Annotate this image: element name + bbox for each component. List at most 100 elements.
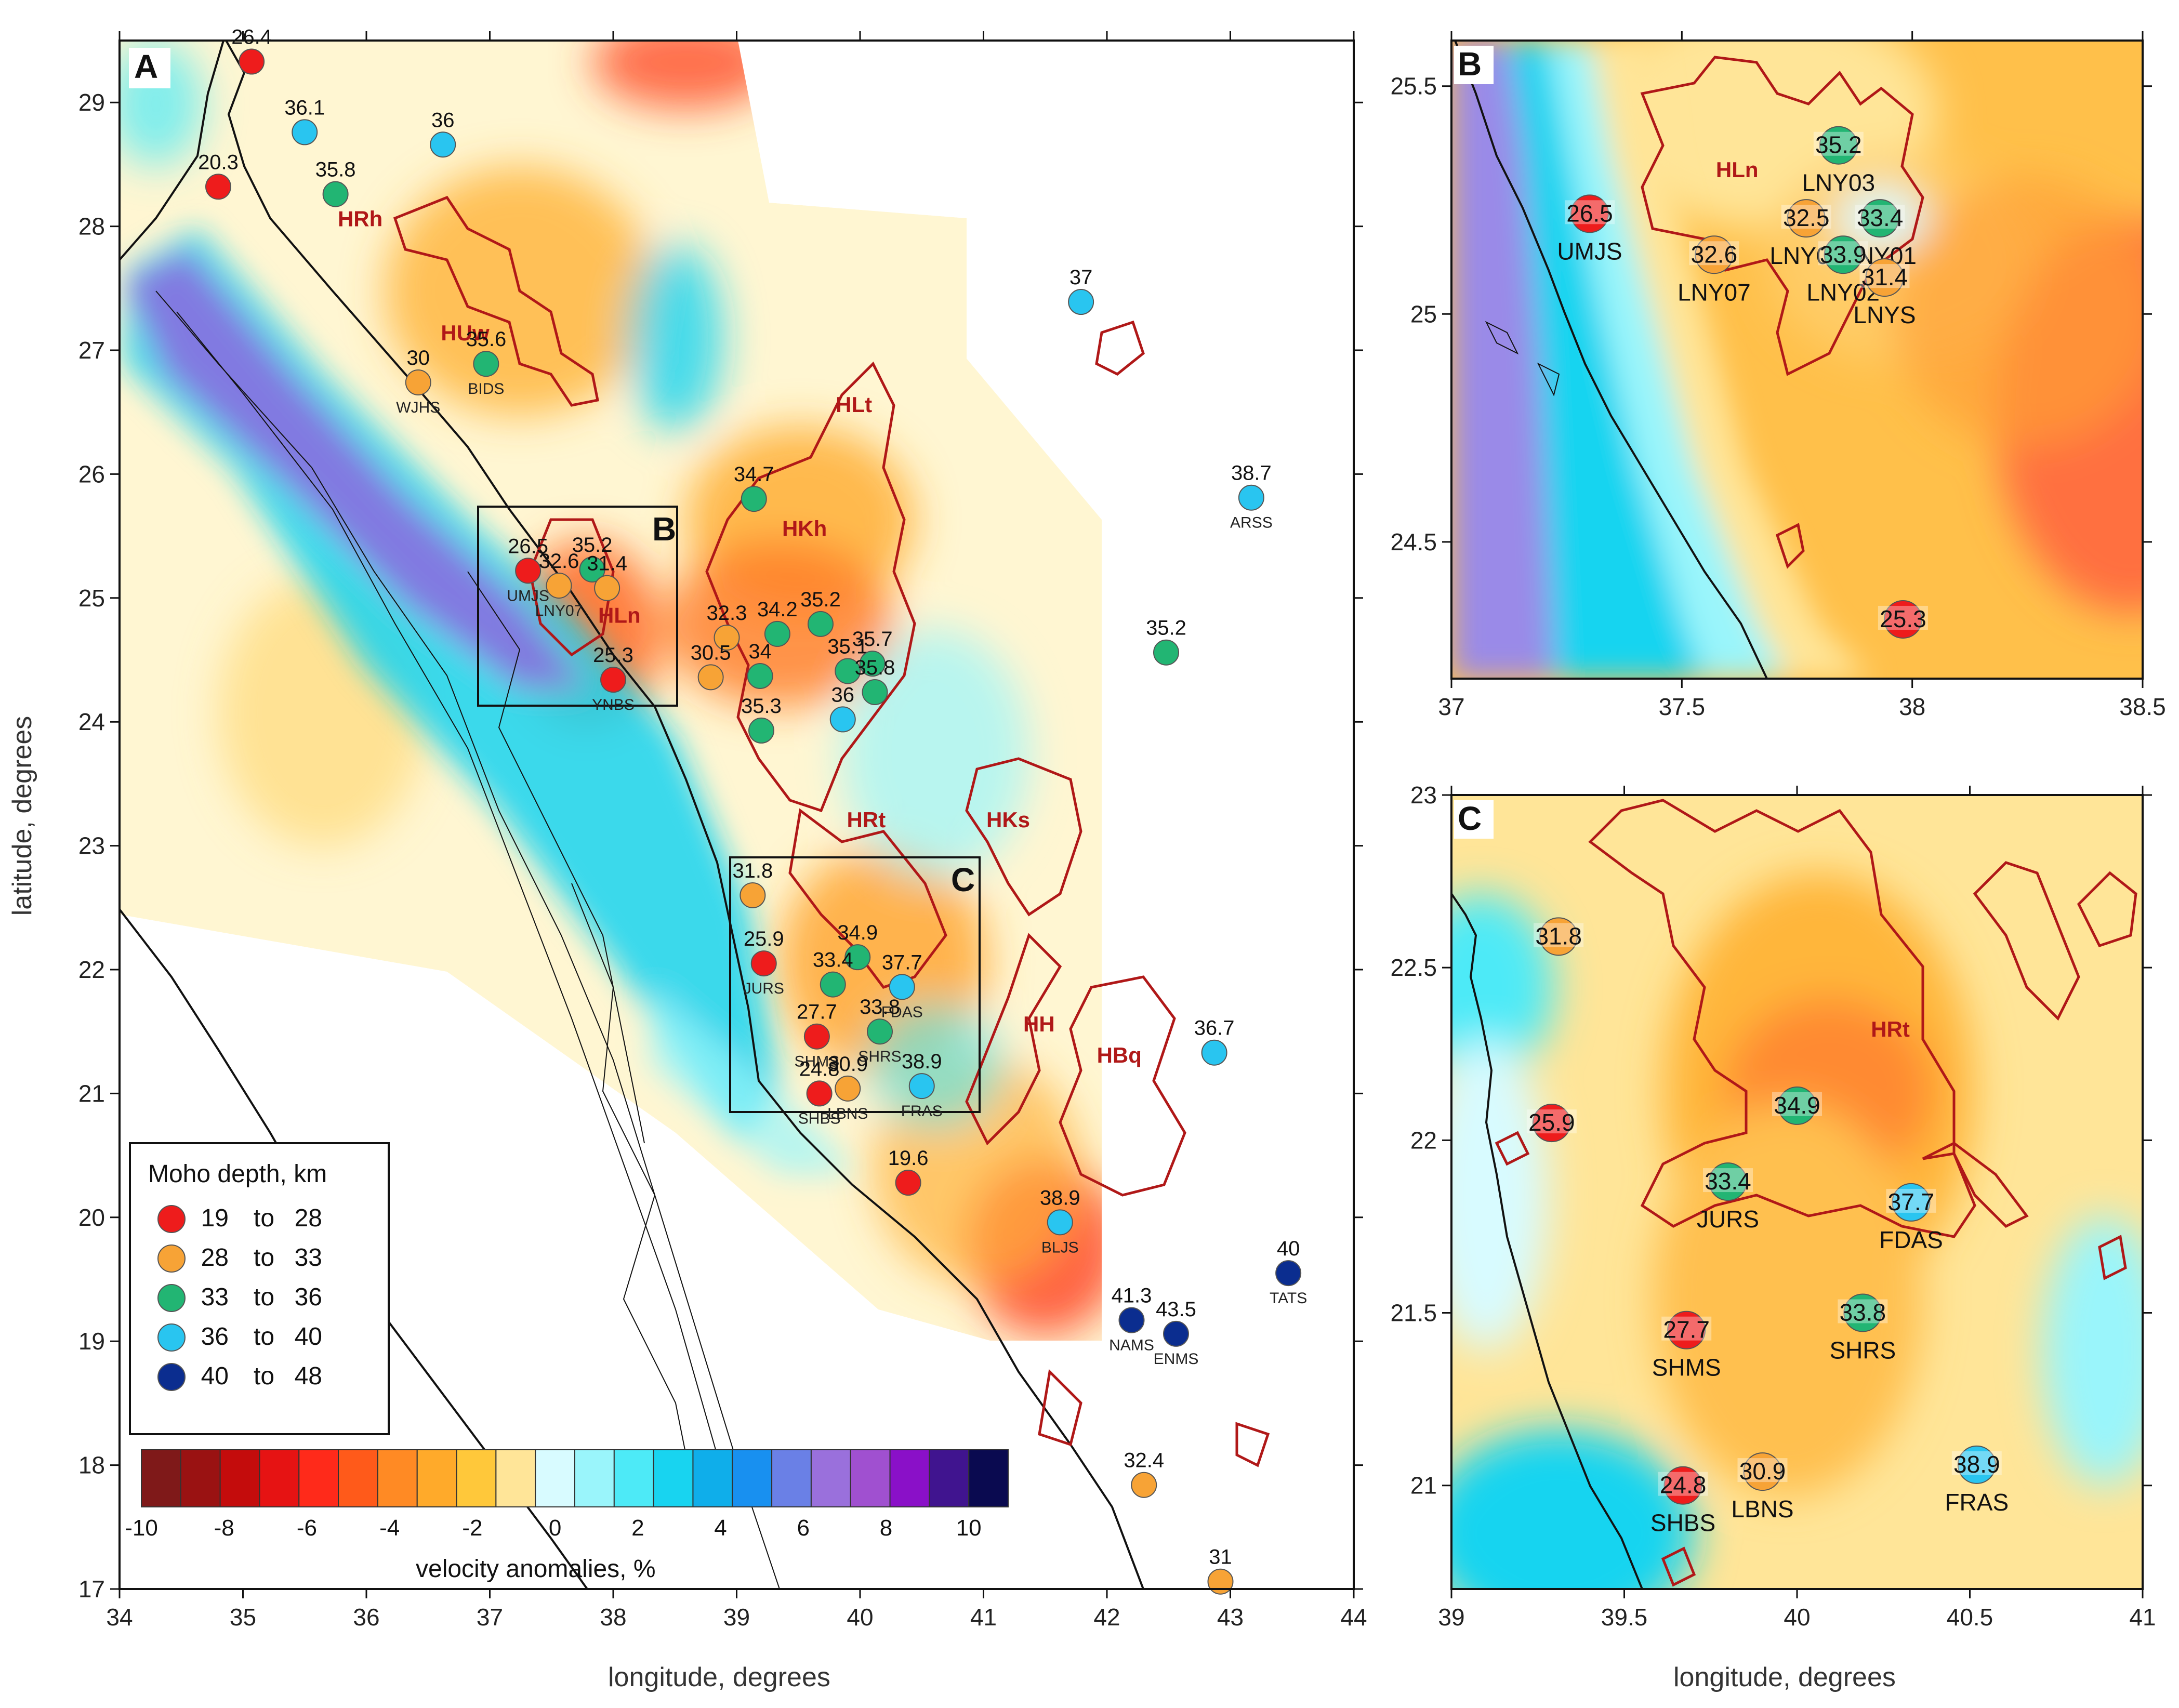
station-dot	[1532, 1104, 1571, 1143]
station-depth-label: 35.2	[1146, 617, 1186, 640]
station-dot	[835, 1075, 861, 1102]
station-dot	[1860, 199, 1899, 238]
colorbar-swatch	[613, 1449, 654, 1507]
legend-to: to	[254, 1362, 274, 1390]
station-dot	[1118, 1307, 1145, 1333]
legend-to: to	[254, 1244, 274, 1272]
station-depth-label: 36	[431, 109, 455, 131]
colorbar-swatch	[535, 1449, 575, 1507]
station-dot	[1663, 1466, 1702, 1505]
station-depth-label: 35.8	[315, 158, 356, 181]
station-depth-label: 20.3	[198, 151, 239, 174]
x-tick-label: 43	[1217, 1604, 1244, 1631]
station-depth-label: 31.8	[732, 859, 773, 882]
colorbar-swatch	[968, 1449, 1009, 1507]
station-code-label: LNYS	[1853, 301, 1916, 328]
legend-from: 40	[201, 1362, 229, 1390]
legend-swatch	[157, 1284, 186, 1312]
station-marker: 31.8	[1534, 917, 1584, 956]
panel-c-region-labels: HRt	[1871, 1017, 1910, 1041]
station-depth-label: 33.4	[813, 949, 853, 972]
legend-to: to	[254, 1323, 274, 1350]
station-code-label: FRAS	[901, 1103, 943, 1120]
station-marker: 35.7	[852, 628, 893, 677]
colorbar-swatch	[141, 1449, 181, 1507]
station-code-label: BLJS	[1041, 1239, 1079, 1256]
panel-c-stations: 31.8 25.9 34.9 33.4 JURS 37.7 FDAS 27.7 SHMS 33.8…	[1526, 917, 2009, 1537]
y-tick-label: 21	[78, 1080, 105, 1107]
station-depth-label: 25.9	[744, 928, 784, 950]
colorbar-tick: -6	[297, 1515, 317, 1541]
station-dot	[750, 950, 777, 977]
velocity-colorbar: -10 -8 -6 -4 -2 0 2 4 6 8 10 velocity anomalies, %	[125, 1449, 1009, 1583]
station-depth-label: 25.9	[1528, 1109, 1575, 1136]
colorbar-swatch	[850, 1449, 891, 1507]
colorbar-swatch	[456, 1449, 497, 1507]
y-tick-label: 28	[78, 213, 105, 240]
colorbar-swatch	[574, 1449, 615, 1507]
station-dot	[889, 974, 915, 1000]
x-tick-label: 37	[1438, 693, 1464, 720]
colorbar-swatch	[495, 1449, 536, 1507]
station-marker: 24.8 SHBS	[798, 1057, 841, 1127]
station-code-label: LBNS	[827, 1105, 868, 1122]
station-dot	[829, 706, 856, 733]
station-marker: 36.1	[284, 96, 325, 145]
colorbar-tick: -4	[379, 1515, 400, 1541]
station-dot	[1238, 484, 1264, 511]
station-marker: 32.6 LNY07	[1678, 235, 1751, 306]
colorbar-swatch	[810, 1449, 851, 1507]
station-depth-label: 35.2	[1815, 131, 1862, 158]
station-marker: 35.3	[741, 695, 782, 744]
station-code-label: LNY07	[1678, 279, 1751, 306]
panel-b-anomaly-field	[1451, 41, 2143, 679]
station-depth-label: 31.4	[1861, 263, 1908, 290]
y-tick-label: 25	[1410, 300, 1437, 327]
station-dot	[546, 572, 572, 599]
region-label: HRt	[847, 807, 886, 832]
panel-c-harrat-boundary	[1495, 799, 2137, 1587]
colorbar-swatch	[298, 1449, 339, 1507]
x-tick-label: 34	[106, 1604, 133, 1631]
station-marker: 26.4	[231, 26, 272, 75]
station-dot	[239, 48, 265, 75]
panel-b-region-labels: HLn	[1716, 157, 1759, 182]
legend-to: to	[254, 1204, 274, 1232]
station-marker: 31	[1207, 1546, 1234, 1595]
station-code-label: SHMS	[1652, 1354, 1721, 1381]
station-depth-label: 35.8	[855, 656, 895, 679]
station-marker: 25.9	[1526, 1104, 1577, 1143]
station-code-label: FDAS	[1879, 1226, 1943, 1253]
station-dot	[844, 944, 871, 971]
station-dot	[1163, 1320, 1189, 1347]
station-code-label: SHMS	[795, 1053, 840, 1070]
moho-legend-title: Moho depth, km	[148, 1160, 327, 1188]
station-dot	[1667, 1310, 1706, 1349]
station-dot	[1819, 126, 1858, 165]
colorbar-tick: 2	[631, 1515, 644, 1541]
station-marker: 31.8	[732, 859, 773, 908]
station-marker: 33.4 JURS	[1697, 1162, 1759, 1233]
y-tick-label: 26	[78, 460, 105, 487]
panel-c-ticks: 39 39.5 40 40.5 41 21 21.5 22 22.5 23	[1390, 782, 2156, 1631]
station-depth-label: 36.7	[1194, 1017, 1235, 1040]
station-dot	[808, 611, 834, 637]
legend-from: 33	[201, 1283, 229, 1311]
station-depth-label: 40	[1277, 1237, 1300, 1260]
station-code-label: WJHS	[396, 399, 440, 416]
station-dot	[803, 1023, 830, 1050]
station-depth-label: 34.7	[734, 463, 774, 486]
x-tick-label: 39	[1438, 1604, 1464, 1631]
station-dot	[1695, 235, 1734, 274]
station-marker: 33.4	[813, 949, 853, 998]
station-dot	[1539, 917, 1578, 956]
station-marker: 35.2	[800, 588, 841, 637]
station-depth-label: 35.1	[827, 635, 868, 658]
station-code-label: SHBS	[798, 1110, 841, 1127]
x-tick-label: 40	[847, 1604, 873, 1631]
region-label: HBq	[1097, 1043, 1142, 1067]
y-tick-label: 19	[78, 1328, 105, 1355]
station-dot	[1047, 1209, 1073, 1236]
station-depth-label: 33.4	[1857, 204, 1904, 231]
